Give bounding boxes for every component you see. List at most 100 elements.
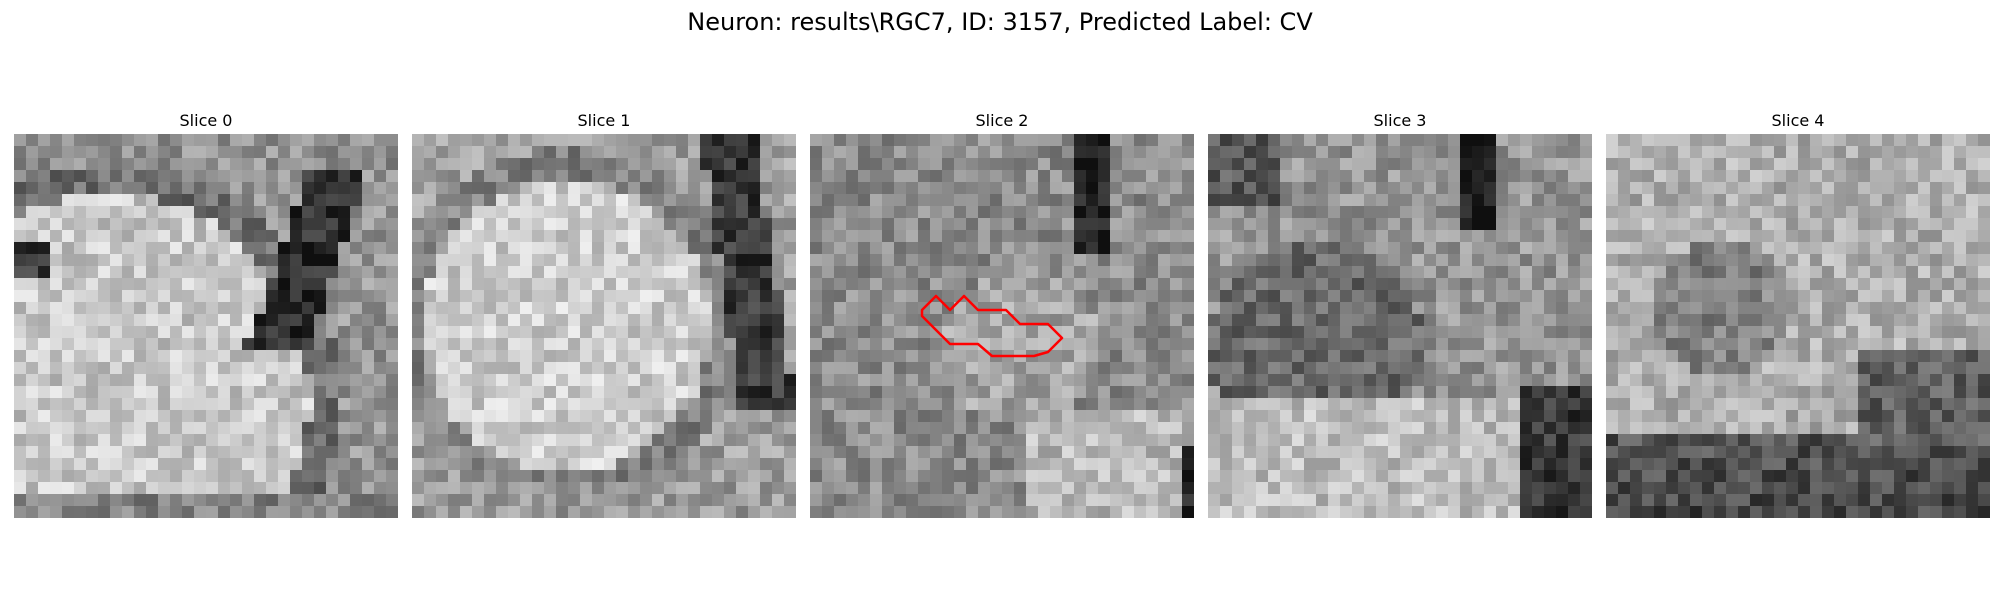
slice-pixel <box>1858 170 1871 183</box>
slice-pixel <box>592 398 605 411</box>
slice-pixel <box>930 314 943 327</box>
slice-pixel <box>1050 470 1063 483</box>
slice-pixel <box>1834 314 1847 327</box>
slice-pixel <box>568 218 581 231</box>
slice-pixel <box>1134 290 1147 303</box>
slice-pixel <box>206 170 219 183</box>
slice-pixel <box>822 242 835 255</box>
slice-pixel <box>1544 434 1557 447</box>
slice-pixel <box>1364 170 1377 183</box>
slice-pixel <box>1822 134 1835 147</box>
slice-pixel <box>846 446 859 459</box>
slice-pixel <box>772 230 785 243</box>
slice-pixel <box>1484 218 1497 231</box>
slice-pixel <box>616 266 629 279</box>
slice-pixel <box>1062 482 1075 495</box>
slice-pixel <box>86 470 99 483</box>
slice-pixel <box>436 266 449 279</box>
slice-pixel <box>894 326 907 339</box>
slice-pixel <box>1340 470 1353 483</box>
slice-pixel <box>98 194 111 207</box>
slice-pixel <box>664 182 677 195</box>
slice-pixel <box>760 170 773 183</box>
slice-pixel <box>1954 410 1967 423</box>
slice-pixel <box>278 218 291 231</box>
slice-pixel <box>1400 194 1413 207</box>
slice-pixel <box>1340 194 1353 207</box>
slice-pixel <box>1822 386 1835 399</box>
slice-pixel <box>1942 398 1955 411</box>
slice-pixel <box>266 230 279 243</box>
slice-pixel <box>1918 374 1931 387</box>
slice-pixel <box>810 254 823 267</box>
slice-pixel <box>1978 446 1990 459</box>
slice-pixel <box>1316 266 1329 279</box>
slice-pixel <box>1484 278 1497 291</box>
slice-pixel <box>1050 242 1063 255</box>
slice-pixel <box>1666 350 1679 363</box>
slice-pixel <box>1702 206 1715 219</box>
slice-pixel <box>266 266 279 279</box>
slice-pixel <box>374 266 387 279</box>
slice-pixel <box>954 410 967 423</box>
slice-pixel <box>472 290 485 303</box>
slice-pixel <box>1750 326 1763 339</box>
slice-pixel <box>1774 422 1787 435</box>
slice-pixel <box>278 458 291 471</box>
slice-pixel <box>1942 350 1955 363</box>
slice-pixel <box>98 506 111 518</box>
slice-pixel <box>326 482 339 495</box>
slice-pixel <box>1086 374 1099 387</box>
slice-pixel <box>520 278 533 291</box>
slice-pixel <box>1062 362 1075 375</box>
slice-pixel <box>978 422 991 435</box>
slice-pixel <box>1122 362 1135 375</box>
slice-pixel <box>918 134 931 147</box>
slice-pixel <box>822 434 835 447</box>
slice-pixel <box>1182 494 1194 507</box>
slice-pixel <box>26 254 39 267</box>
slice-pixel <box>700 290 713 303</box>
slice-pixel <box>724 494 737 507</box>
slice-pixel <box>1894 302 1907 315</box>
slice-pixel <box>1532 446 1545 459</box>
slice-pixel <box>1038 326 1051 339</box>
slice-pixel <box>326 470 339 483</box>
slice-pixel <box>146 182 159 195</box>
slice-pixel <box>1086 158 1099 171</box>
slice-pixel <box>386 290 398 303</box>
slice-pixel <box>374 398 387 411</box>
slice-pixel <box>1846 302 1859 315</box>
slice-pixel <box>628 458 641 471</box>
slice-pixel <box>74 182 87 195</box>
slice-pixel <box>1654 302 1667 315</box>
slice-pixel <box>1292 362 1305 375</box>
slice-pixel <box>266 290 279 303</box>
slice-pixel <box>1256 290 1269 303</box>
slice-pixel <box>1894 314 1907 327</box>
slice-pixel <box>966 458 979 471</box>
slice-pixel <box>1894 386 1907 399</box>
slice-pixel <box>1630 350 1643 363</box>
slice-pixel <box>1930 302 1943 315</box>
slice-pixel <box>134 410 147 423</box>
slice-pixel <box>122 206 135 219</box>
slice-pixel <box>1810 146 1823 159</box>
slice-pixel <box>1630 218 1643 231</box>
slice-pixel <box>1978 410 1990 423</box>
slice-pixel <box>858 494 871 507</box>
slice-pixel <box>1738 458 1751 471</box>
slice-pixel <box>1678 374 1691 387</box>
slice-pixel <box>314 254 327 267</box>
slice-pixel <box>460 422 473 435</box>
slice-pixel <box>1086 362 1099 375</box>
slice-pixel <box>1304 218 1317 231</box>
slice-pixel <box>1642 386 1655 399</box>
slice-pixel <box>544 302 557 315</box>
slice-pixel <box>110 506 123 518</box>
slice-pixel <box>1762 458 1775 471</box>
slice-pixel <box>110 230 123 243</box>
slice-pixel <box>616 398 629 411</box>
slice-pixel <box>906 362 919 375</box>
slice-pixel <box>1882 386 1895 399</box>
